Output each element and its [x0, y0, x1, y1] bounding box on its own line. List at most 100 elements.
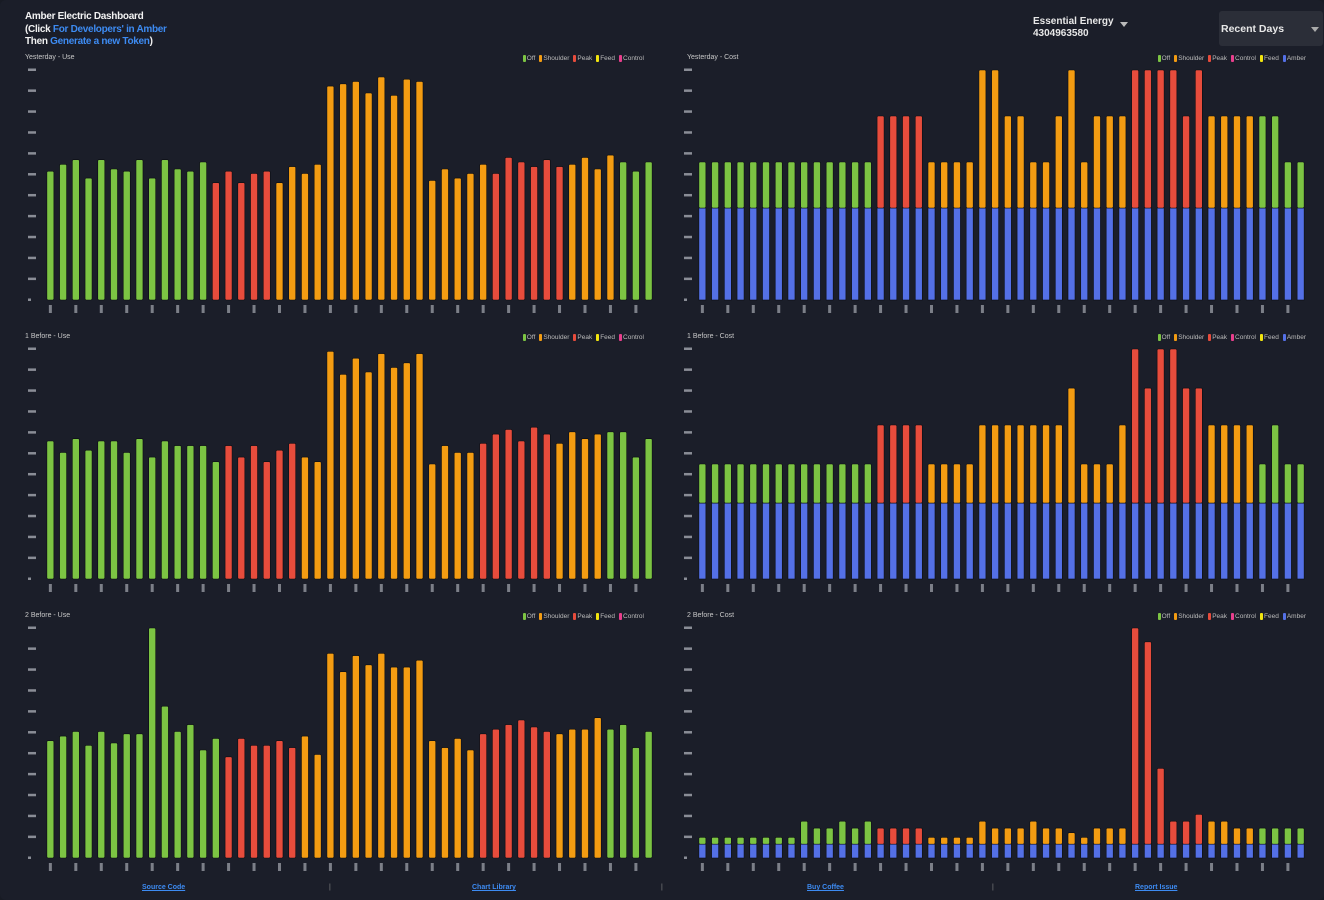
bar-segment-usage[interactable] [1182, 115, 1190, 209]
bar[interactable] [199, 161, 207, 301]
bar[interactable] [326, 85, 335, 301]
bar-segment-amber[interactable] [787, 502, 796, 580]
bar[interactable] [390, 666, 398, 859]
bar-segment-amber[interactable] [978, 502, 987, 580]
bar-segment-amber[interactable] [1271, 502, 1279, 580]
bar-segment-usage[interactable] [813, 463, 821, 504]
bar-segment-usage[interactable] [1105, 463, 1114, 504]
bar-segment-amber[interactable] [800, 207, 808, 301]
bar[interactable] [339, 83, 347, 301]
bar-segment-amber[interactable] [927, 502, 936, 580]
bar-segment-usage[interactable] [774, 837, 783, 845]
bar-segment-amber[interactable] [953, 843, 961, 859]
bar-segment-usage[interactable] [1258, 463, 1267, 504]
bar-segment-usage[interactable] [1042, 424, 1050, 504]
bar[interactable] [504, 429, 513, 580]
bar-segment-usage[interactable] [1042, 827, 1050, 845]
bar[interactable] [492, 173, 500, 301]
bar[interactable] [212, 461, 220, 580]
bar-segment-usage[interactable] [1169, 820, 1178, 845]
bar-segment-amber[interactable] [1156, 207, 1165, 301]
bar[interactable] [148, 456, 156, 580]
bar[interactable] [390, 94, 398, 301]
bar-segment-amber[interactable] [851, 843, 859, 859]
bar[interactable] [377, 76, 386, 301]
bar-segment-amber[interactable] [1004, 843, 1012, 859]
bar[interactable] [84, 177, 93, 301]
bar-segment-amber[interactable] [1144, 502, 1152, 580]
bar[interactable] [97, 440, 106, 580]
bar-segment-amber[interactable] [1016, 502, 1025, 580]
bar-segment-amber[interactable] [1233, 502, 1241, 580]
bar-segment-amber[interactable] [953, 207, 961, 301]
bar-segment-usage[interactable] [889, 115, 898, 209]
bar-segment-amber[interactable] [1284, 843, 1292, 859]
bar-segment-usage[interactable] [864, 463, 872, 504]
bar[interactable] [644, 438, 653, 580]
legend-item-amber[interactable]: Amber [1282, 55, 1306, 62]
bar-segment-amber[interactable] [1220, 502, 1229, 580]
legend-item-controlled[interactable]: Control [1231, 55, 1256, 62]
bar-segment-usage[interactable] [1067, 69, 1076, 209]
bar-segment-amber[interactable] [1054, 843, 1063, 859]
bar[interactable] [275, 740, 284, 859]
bar-segment-usage[interactable] [940, 463, 949, 504]
bar-segment-amber[interactable] [902, 843, 910, 859]
bar-segment-usage[interactable] [1182, 387, 1190, 504]
bar-segment-usage[interactable] [838, 463, 847, 504]
bar[interactable] [543, 731, 551, 859]
legend-item-controlled[interactable]: Control [619, 55, 644, 62]
bar[interactable] [428, 180, 437, 301]
bar-segment-usage[interactable] [940, 837, 949, 845]
bar[interactable] [530, 166, 538, 301]
bar[interactable] [148, 627, 156, 859]
bar[interactable] [275, 449, 284, 580]
bar-segment-usage[interactable] [749, 837, 758, 845]
bar[interactable] [237, 456, 246, 580]
legend-item-shoulder[interactable]: Shoulder [539, 613, 569, 620]
bar-segment-amber[interactable] [1271, 207, 1279, 301]
bar[interactable] [619, 431, 627, 580]
bar-segment-usage[interactable] [1144, 387, 1152, 504]
bar-segment-amber[interactable] [889, 502, 898, 580]
bar[interactable] [135, 159, 144, 301]
bar-segment-amber[interactable] [1156, 843, 1165, 859]
bar-segment-usage[interactable] [1054, 424, 1063, 504]
bar-segment-usage[interactable] [1195, 387, 1203, 504]
bar-segment-amber[interactable] [876, 502, 885, 580]
legend-item-amber[interactable]: Amber [1282, 613, 1306, 620]
bar[interactable] [173, 168, 182, 301]
bar-segment-amber[interactable] [1233, 843, 1241, 859]
bar[interactable] [466, 749, 475, 859]
bar[interactable] [161, 705, 169, 859]
bar-segment-usage[interactable] [1105, 827, 1114, 845]
bar[interactable] [402, 666, 411, 859]
bar-segment-amber[interactable] [864, 207, 872, 301]
bar-segment-usage[interactable] [1016, 424, 1025, 504]
bar-segment-usage[interactable] [927, 837, 936, 845]
bar-segment-usage[interactable] [711, 837, 719, 845]
bar-segment-amber[interactable] [940, 207, 949, 301]
bar-segment-usage[interactable] [838, 820, 847, 845]
bar[interactable] [262, 745, 271, 859]
bar-segment-amber[interactable] [825, 843, 834, 859]
bar[interactable] [262, 461, 271, 580]
legend-item-controlled[interactable]: Control [1231, 613, 1256, 620]
bar-segment-usage[interactable] [991, 424, 999, 504]
bar-segment-usage[interactable] [876, 827, 885, 845]
bar-segment-usage[interactable] [991, 827, 999, 845]
bar-segment-amber[interactable] [1233, 207, 1241, 301]
legend-item-controlled[interactable]: Control [619, 613, 644, 620]
bar-segment-usage[interactable] [1233, 424, 1241, 504]
bar[interactable] [517, 161, 526, 301]
bar-segment-usage[interactable] [749, 463, 758, 504]
bar-segment-usage[interactable] [1296, 463, 1305, 504]
bar-segment-amber[interactable] [724, 207, 732, 301]
chart-library-link[interactable]: Chart Library [472, 884, 516, 891]
bar[interactable] [161, 159, 169, 301]
bar-segment-amber[interactable] [965, 843, 974, 859]
bar[interactable] [46, 740, 55, 859]
bar-segment-usage[interactable] [1284, 161, 1292, 209]
bar[interactable] [352, 357, 360, 580]
bar-segment-amber[interactable] [927, 843, 936, 859]
